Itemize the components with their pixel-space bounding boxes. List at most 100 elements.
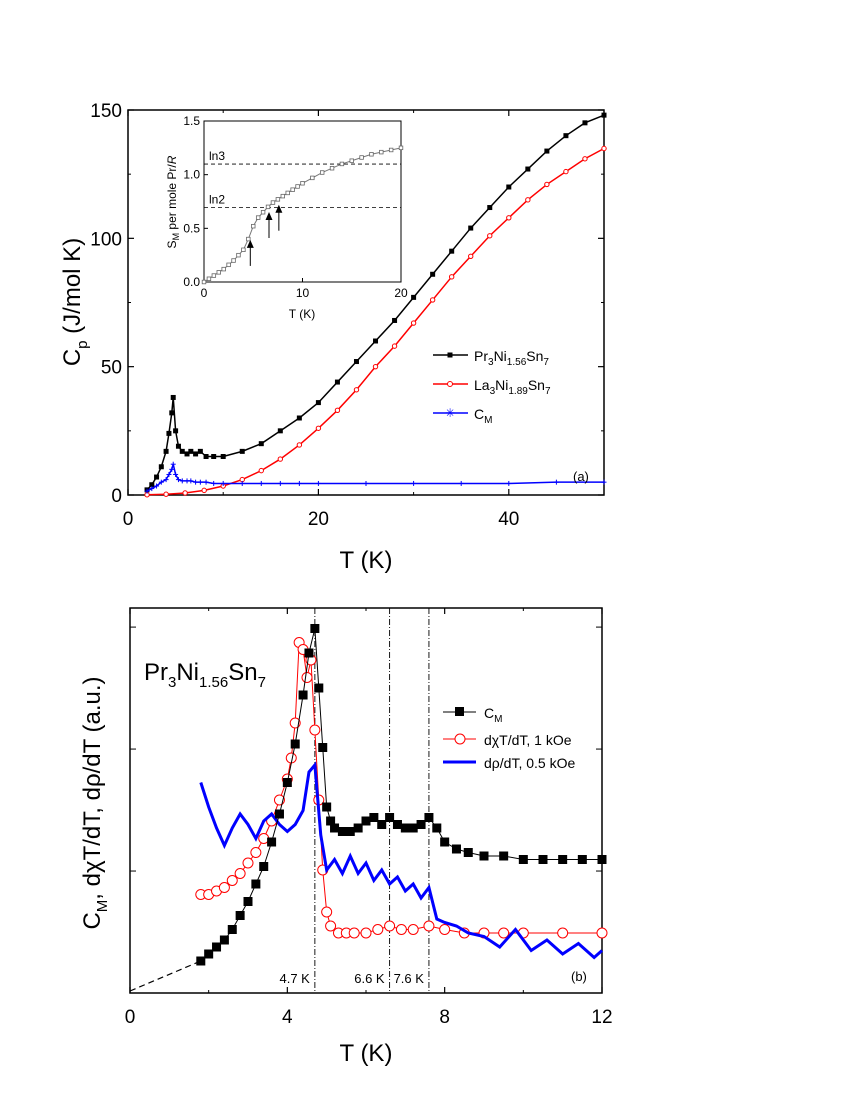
panel-a-ylabel: Cp (J/mol K) xyxy=(59,238,91,366)
panel-b-point xyxy=(218,882,230,893)
legend-marker-cm: ✳ xyxy=(445,406,455,420)
panel-a-point xyxy=(277,456,284,462)
inset-arrow-head xyxy=(246,239,254,248)
inset-ytick-label: 1.5 xyxy=(183,114,200,128)
panel-a-xlabel: T (K) xyxy=(340,547,393,574)
panel-b-point xyxy=(321,906,333,918)
panel-a-point xyxy=(525,166,531,172)
inset-content: ln2 ln3 xyxy=(201,145,404,285)
panel-b-xtick-label: 0 xyxy=(125,1007,136,1028)
panel-a-point xyxy=(182,490,188,496)
panel-a-point xyxy=(169,410,175,416)
panel-b-point xyxy=(325,920,337,932)
inset-ln-label: ln3 xyxy=(209,149,225,163)
panel-b-point xyxy=(267,837,277,847)
legend-b-text-chi: dχT/dT, 1 kOe xyxy=(484,732,572,748)
panel-a-point xyxy=(582,120,588,126)
legend-b-chi: dχT/dT, 1 kOe xyxy=(443,732,572,748)
inset-point xyxy=(359,155,364,160)
panel-b-point xyxy=(326,816,336,826)
panel-a-point xyxy=(296,442,303,448)
panel-a-point xyxy=(149,482,155,488)
panel-b-point xyxy=(384,920,396,932)
panel-a-point xyxy=(239,448,245,454)
inset-point xyxy=(300,181,305,186)
panel-b-point xyxy=(196,956,206,966)
panel-a-ylabel-main: C xyxy=(59,349,86,366)
panel-a-series-line-0 xyxy=(146,114,605,491)
panel-b-point xyxy=(518,855,528,864)
legend-marker-la xyxy=(447,381,453,387)
inset-point xyxy=(221,266,226,272)
panel-b-point xyxy=(596,927,608,939)
panel-b-point xyxy=(318,743,328,752)
panel-a-point xyxy=(429,297,436,303)
panel-a-point xyxy=(220,454,226,459)
legend-item-cm: ✳ CM xyxy=(433,406,492,426)
inset-ytick-label: 0.5 xyxy=(183,221,200,235)
panel-b-point xyxy=(227,925,237,934)
inset: 0 10 20 0.0 0.5 1.0 1.5 ln2 ln3 SM per mole Pr/… xyxy=(165,114,408,321)
panel-a-point xyxy=(487,233,493,239)
panel-b-point xyxy=(432,823,442,833)
panel-b-point xyxy=(361,816,371,826)
panel-b-point xyxy=(348,927,360,939)
inset-point xyxy=(231,258,236,263)
panel-a-point xyxy=(166,430,172,436)
panel-b-point xyxy=(577,855,587,864)
panel-a-series xyxy=(144,112,607,498)
panel-a-point xyxy=(563,133,569,139)
panel-b-legend: CM dχT/dT, 1 kOe dρ/dT, 0.5 kOe xyxy=(443,705,575,771)
panel-b-point xyxy=(377,820,387,829)
panel-a-point xyxy=(468,253,474,259)
panel-b-label: (b) xyxy=(571,969,587,984)
panel-b-point xyxy=(479,851,489,861)
inset-point xyxy=(329,166,335,171)
panel-b-point xyxy=(424,813,434,822)
inset-point xyxy=(216,270,221,275)
inset-point xyxy=(226,262,231,268)
panel-b-point xyxy=(274,809,284,819)
panel-a-point xyxy=(173,428,179,434)
panel-a-point xyxy=(211,454,217,459)
panel-a-point xyxy=(179,448,185,454)
inset-point xyxy=(255,215,261,220)
panel-a-point xyxy=(544,181,550,188)
panel-a-point xyxy=(391,343,398,349)
panel-a-point xyxy=(449,248,455,254)
panel-b-point xyxy=(204,949,214,959)
inset-xtick-label: 20 xyxy=(394,286,408,300)
panel-a-point xyxy=(296,415,302,421)
panel-b-point xyxy=(242,857,254,869)
panel-b-series xyxy=(129,624,608,992)
panel-b: 0 4 8 12 4.7 K 6.6 K 7.6 K CM, dχT/dT, dρ/dT … xyxy=(79,607,613,1067)
panel-b-point xyxy=(212,942,222,952)
panel-b-point xyxy=(243,897,253,906)
panel-b-point xyxy=(557,927,569,939)
panel-b-point xyxy=(259,862,269,871)
panel-a-label: (a) xyxy=(573,469,589,484)
panel-a-point xyxy=(158,464,164,470)
panel-a-point xyxy=(353,359,359,365)
panel-b-point xyxy=(538,855,548,864)
inset-xlabel: T (K) xyxy=(289,307,315,321)
panel-b-point xyxy=(400,823,410,833)
panel-a-point xyxy=(163,448,169,454)
inset-arrow-head xyxy=(275,204,283,213)
panel-b-point xyxy=(345,827,355,836)
panel-a-point xyxy=(170,394,176,400)
inset-point xyxy=(369,152,374,157)
panel-b-point xyxy=(369,813,379,822)
inset-ytick-label: 0.0 xyxy=(183,275,200,289)
panel-b-series-line-2 xyxy=(199,761,603,960)
panel-b-point xyxy=(498,927,510,939)
panel-a-point xyxy=(203,454,209,459)
legend-item-pr: Pr3Ni1.56Sn7 xyxy=(433,348,549,368)
panel-b-point xyxy=(439,924,451,935)
legend-b-text-rho: dρ/dT, 0.5 kOe xyxy=(484,755,575,771)
panel-a-point xyxy=(201,487,207,494)
panel-b-point xyxy=(282,778,292,787)
panel-a-point xyxy=(411,294,417,300)
panel-b-point xyxy=(463,848,473,857)
